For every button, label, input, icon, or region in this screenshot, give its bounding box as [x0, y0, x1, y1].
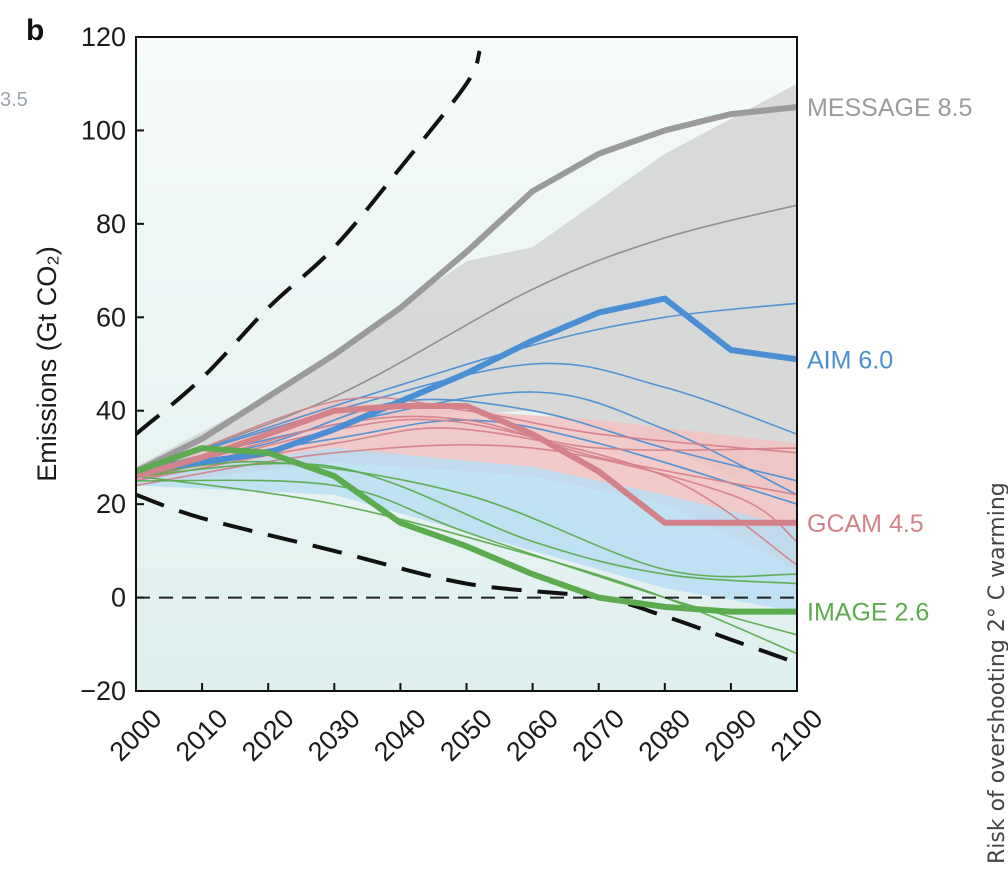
highlighted-series: [136, 104, 797, 615]
thin-line-2: [136, 398, 797, 482]
series-label-aim-6-0: AIM 6.0: [807, 346, 893, 374]
series-line-message-8-5: [136, 104, 797, 475]
thin-line-4: [136, 391, 797, 496]
series-line-image-2-6: [136, 445, 797, 615]
y-tick-label: 60: [96, 302, 126, 332]
scenario-thin-lines: [136, 204, 797, 655]
x-tick-label: 2030: [302, 703, 366, 767]
series-label-gcam-4-5: GCAM 4.5: [807, 510, 924, 538]
series-line-aim-6-0: [136, 295, 797, 475]
x-tick-label: 2090: [699, 703, 763, 767]
y-tick-label: 0: [111, 583, 126, 613]
thin-line-6: [136, 396, 797, 477]
thin-line-11: [136, 462, 797, 585]
edge-fragment-right-label: Risk of overshooting 2° C warming: [985, 482, 1008, 864]
edge-fragment-top-left: 3.5: [0, 89, 28, 111]
dashed-envelope-upper: [136, 50, 482, 436]
x-tick-label: 2080: [633, 703, 697, 767]
band-2: [136, 448, 797, 612]
x-tick-label: 2100: [765, 703, 829, 767]
y-axis-title: Emissions (Gt CO₂): [32, 246, 62, 482]
series-label-image-2-6: IMAGE 2.6: [807, 599, 929, 627]
thin-line-7: [136, 415, 797, 496]
y-tick-label: 100: [81, 115, 126, 145]
x-tick-label: 2040: [368, 703, 432, 767]
x-tick-label: 2010: [170, 703, 234, 767]
x-tick-label: 2020: [236, 703, 300, 767]
x-tick-label: 2060: [500, 703, 564, 767]
y-tick-label: 80: [96, 209, 126, 239]
thin-line-0: [136, 204, 797, 473]
dashed-envelope-lower: [136, 492, 797, 665]
y-tick-label: 40: [96, 396, 126, 426]
thin-line-3: [136, 362, 797, 473]
band-0: [136, 83, 797, 505]
series-line-gcam-4-5: [136, 403, 797, 526]
panel-letter: b: [26, 14, 44, 47]
y-axis: −20 0 20 40 60 80 100 120: [80, 22, 144, 706]
series-labels: MESSAGE 8.5 AIM 6.0 GCAM 4.5 IMAGE 2.6: [807, 94, 972, 627]
x-axis: 2000 2010 2020 2030 2040 2050 2060 2070 2080 2090…: [104, 683, 829, 767]
thin-line-14: [136, 460, 797, 578]
x-tick-label: 2070: [567, 703, 631, 767]
x-tick-label: 2000: [104, 703, 168, 767]
dashed-envelope: [136, 50, 797, 665]
y-tick-label: 20: [96, 489, 126, 519]
y-tick-label: 120: [81, 22, 126, 52]
x-tick-label: 2050: [434, 703, 498, 767]
series-label-message-8-5: MESSAGE 8.5: [807, 94, 972, 122]
y-tick-label: −20: [80, 676, 126, 706]
